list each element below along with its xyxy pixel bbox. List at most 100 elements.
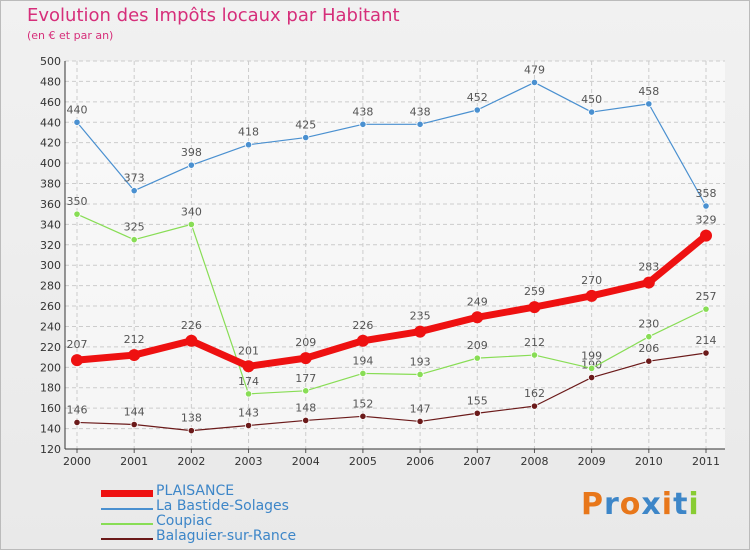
data-point: [187, 427, 195, 435]
data-label: 270: [581, 274, 602, 287]
data-point: [185, 334, 198, 347]
y-tick-label: 500: [40, 55, 61, 68]
logo-letter: o: [619, 487, 642, 522]
data-point: [359, 369, 367, 378]
data-point: [73, 418, 81, 427]
data-point: [244, 141, 253, 149]
legend-label: Coupiac: [156, 513, 213, 529]
series-line-1: [76, 81, 707, 207]
series-line-3: [76, 352, 707, 432]
data-label: 152: [352, 397, 373, 410]
data-point: [299, 352, 312, 365]
y-tick-label: 300: [40, 259, 61, 272]
x-tick-label: 2010: [635, 455, 663, 468]
data-label: 452: [467, 91, 488, 104]
data-point: [645, 357, 653, 365]
data-label: 199: [581, 349, 602, 362]
data-point: [702, 305, 710, 313]
legend-swatch: [101, 508, 153, 510]
data-label: 249: [467, 295, 488, 308]
data-label: 373: [124, 172, 145, 185]
y-tick-label: 340: [40, 218, 61, 231]
x-tick-label: 2006: [406, 455, 434, 468]
data-label: 329: [696, 214, 717, 227]
legend-label: La Bastide-Solages: [156, 498, 289, 514]
data-point: [530, 351, 539, 359]
data-label: 438: [352, 105, 373, 118]
data-label: 458: [638, 85, 659, 98]
data-point: [473, 106, 481, 114]
legend-label: Balaguier-sur-Rance: [156, 528, 297, 544]
x-tick-label: 2005: [349, 455, 377, 468]
data-label: 350: [67, 195, 88, 208]
y-tick-label: 240: [40, 320, 61, 333]
data-point: [187, 220, 195, 228]
data-point: [702, 202, 710, 210]
data-label: 259: [524, 285, 545, 298]
data-point: [645, 333, 653, 341]
logo-letter: i: [688, 487, 700, 522]
data-point: [73, 118, 81, 126]
logo-letter: r: [604, 487, 620, 522]
data-label: 212: [524, 336, 545, 349]
x-tick-label: 2000: [63, 455, 91, 468]
y-tick-label: 160: [40, 402, 61, 415]
data-label: 226: [181, 319, 202, 332]
data-point: [359, 412, 367, 420]
data-point: [588, 108, 596, 116]
data-label: 358: [696, 187, 717, 200]
data-point: [528, 301, 541, 314]
data-label: 174: [238, 375, 259, 388]
y-tick-label: 380: [40, 178, 61, 191]
data-label: 209: [295, 336, 316, 349]
y-tick-label: 320: [40, 239, 61, 252]
data-label: 201: [238, 344, 259, 357]
y-tick-label: 220: [40, 341, 61, 354]
x-tick-label: 2002: [177, 455, 205, 468]
data-label: 283: [638, 261, 659, 274]
data-point: [73, 210, 81, 218]
series-line-0: [76, 232, 709, 370]
data-point: [645, 100, 653, 108]
data-point: [302, 416, 310, 425]
data-point: [530, 402, 539, 410]
data-point: [302, 133, 310, 142]
x-tick-label: 2008: [520, 455, 548, 468]
data-label: 325: [124, 221, 145, 234]
data-label: 144: [124, 405, 145, 418]
data-label: 425: [295, 119, 316, 132]
data-point: [416, 370, 424, 379]
data-point: [187, 161, 195, 169]
data-label: 146: [67, 403, 88, 416]
data-label: 438: [410, 105, 431, 118]
logo-letter: t: [673, 487, 689, 522]
data-label: 226: [352, 319, 373, 332]
data-label: 155: [467, 394, 488, 407]
data-point: [702, 349, 710, 357]
y-tick-label: 360: [40, 198, 61, 211]
proxiti-logo: Proxiti: [581, 487, 700, 522]
y-tick-label: 460: [40, 96, 61, 109]
data-label: 177: [295, 372, 316, 385]
data-label: 235: [410, 310, 431, 323]
data-label: 450: [581, 93, 602, 106]
chart-title: Evolution des Impôts locaux par Habitant: [27, 5, 400, 26]
x-tick-label: 2001: [120, 455, 148, 468]
data-point: [530, 78, 539, 87]
x-tick-label: 2003: [235, 455, 263, 468]
data-label: 340: [181, 205, 202, 218]
data-label: 148: [295, 401, 316, 414]
data-label: 193: [410, 355, 431, 368]
y-tick-label: 140: [40, 423, 61, 436]
data-point: [416, 417, 424, 426]
x-tick-label: 2004: [292, 455, 320, 468]
data-point: [588, 373, 596, 382]
data-label: 214: [696, 334, 717, 347]
data-label: 230: [638, 318, 659, 331]
y-tick-label: 440: [40, 116, 61, 129]
chart-subtitle: (en € et par an): [27, 29, 114, 42]
y-tick-label: 260: [40, 300, 61, 313]
data-label: 209: [467, 339, 488, 352]
